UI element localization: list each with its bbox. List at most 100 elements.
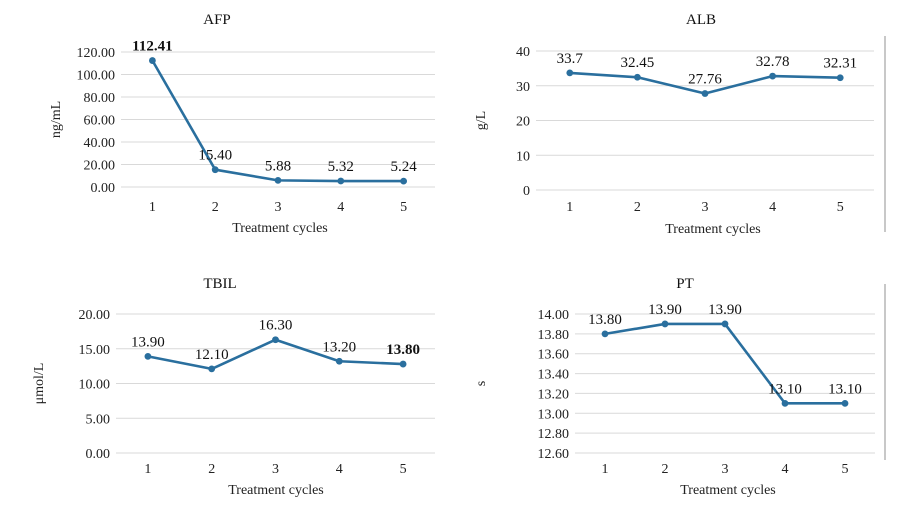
chart-title: PT (676, 276, 694, 292)
x-axis-label: Treatment cycles (665, 222, 761, 237)
data-point (841, 399, 849, 407)
y-axis-label: g/L (474, 111, 489, 130)
x-tick-label: 2 (208, 462, 215, 477)
y-tick-label: 0.00 (86, 447, 111, 462)
data-point (272, 336, 279, 344)
x-tick-label: 5 (837, 200, 844, 215)
x-tick-label: 2 (662, 462, 669, 477)
x-tick-label: 3 (272, 462, 279, 477)
y-tick-label: 20 (516, 115, 530, 130)
y-tick-label: 13.60 (538, 348, 570, 363)
x-tick-label: 3 (702, 200, 709, 215)
data-point (701, 90, 709, 97)
data-point (211, 166, 219, 174)
y-axis-label: ng/mL (49, 101, 64, 138)
data-label: 16.30 (259, 318, 293, 334)
alb-panel-border (884, 36, 886, 232)
y-tick-label: 5.00 (86, 412, 111, 427)
data-label: 32.31 (823, 56, 857, 72)
x-tick-label: 4 (782, 462, 789, 477)
data-label: 13.10 (828, 381, 862, 397)
data-label: 5.24 (390, 159, 417, 175)
x-tick-label: 3 (275, 200, 282, 215)
pt-panel-border (884, 284, 886, 460)
y-tick-label: 20.00 (84, 159, 116, 174)
pt-chart: PT 12.60 12.80 13.00 13.20 13.40 13.60 13.80 14.… (474, 276, 875, 498)
data-point (337, 177, 345, 185)
data-point (400, 177, 407, 185)
x-tick-label: 1 (144, 462, 151, 477)
x-tick-label: 5 (400, 200, 407, 215)
series-line (147, 338, 404, 371)
data-label: 13.80 (588, 312, 622, 328)
x-tick-label: 1 (149, 200, 156, 215)
x-tick-label: 1 (602, 462, 609, 477)
data-point (274, 176, 282, 184)
y-axis-label: s (474, 381, 489, 386)
y-tick-label: 10.00 (79, 378, 111, 393)
data-point (144, 352, 152, 360)
data-point (335, 357, 343, 365)
chart-title: ALB (686, 12, 716, 28)
data-label: 13.80 (386, 342, 420, 358)
y-axis-label: μmol/L (32, 363, 47, 405)
x-tick-label: 2 (634, 200, 641, 215)
data-point (781, 399, 789, 407)
data-label: 13.90 (131, 334, 165, 350)
tbil-chart: TBIL 0.00 5.00 10.00 15.00 20.00 μmol/L 1 2 3 4 5 Tr… (32, 276, 435, 498)
alb-chart: ALB 0 10 20 30 40 g/L 1 2 3 4 5 Treatment cycles 33.7… (474, 12, 874, 237)
y-tick-label: 0 (523, 184, 530, 199)
data-point (601, 330, 609, 338)
data-point (634, 73, 641, 81)
data-label: 32.45 (621, 55, 655, 71)
x-tick-label: 4 (336, 462, 343, 477)
data-label: 33.7 (557, 51, 584, 67)
x-tick-label: 5 (400, 462, 407, 477)
y-tick-label: 12.80 (538, 427, 570, 442)
y-tick-label: 80.00 (84, 91, 116, 106)
data-point (836, 74, 844, 82)
y-tick-label: 0.00 (91, 181, 116, 196)
data-point (661, 320, 669, 328)
chart-title: AFP (203, 12, 231, 28)
data-label: 32.78 (756, 54, 790, 70)
data-label: 112.41 (132, 39, 172, 55)
data-point (566, 69, 574, 77)
data-label: 13.90 (708, 302, 742, 318)
y-tick-label: 30 (516, 80, 530, 95)
y-tick-label: 20.00 (79, 308, 111, 323)
y-tick-label: 12.60 (538, 447, 570, 462)
y-tick-label: 13.00 (538, 407, 570, 422)
x-tick-label: 2 (212, 200, 219, 215)
y-tick-label: 13.20 (538, 387, 570, 402)
data-label: 15.40 (198, 148, 232, 164)
x-tick-label: 5 (842, 462, 849, 477)
data-point (769, 72, 776, 80)
y-tick-label: 60.00 (84, 114, 116, 129)
x-axis-label: Treatment cycles (228, 483, 324, 498)
afp-chart: AFP 0.00 20.00 40.00 60.00 80.00 100.00 120.00 n… (49, 12, 435, 236)
series-line (604, 322, 845, 405)
y-tick-label: 40 (516, 45, 530, 60)
y-tick-label: 14.00 (538, 308, 570, 323)
y-tick-label: 100.00 (77, 69, 116, 84)
y-tick-label: 15.00 (79, 343, 111, 358)
y-tick-label: 13.40 (538, 368, 570, 383)
x-tick-label: 3 (722, 462, 729, 477)
data-point (721, 320, 729, 328)
x-axis-label: Treatment cycles (232, 221, 328, 236)
data-point (149, 57, 156, 64)
y-tick-label: 40.00 (84, 136, 116, 151)
data-point (208, 365, 216, 373)
data-label: 13.10 (768, 381, 802, 397)
data-label: 5.32 (328, 159, 354, 175)
x-tick-label: 1 (566, 200, 573, 215)
data-label: 5.88 (265, 158, 291, 174)
data-label: 12.10 (195, 347, 229, 363)
chart-title: TBIL (203, 276, 236, 292)
y-tick-label: 120.00 (77, 46, 116, 61)
x-axis-label: Treatment cycles (680, 483, 776, 498)
x-tick-label: 4 (769, 200, 776, 215)
data-label: 13.90 (648, 302, 682, 318)
